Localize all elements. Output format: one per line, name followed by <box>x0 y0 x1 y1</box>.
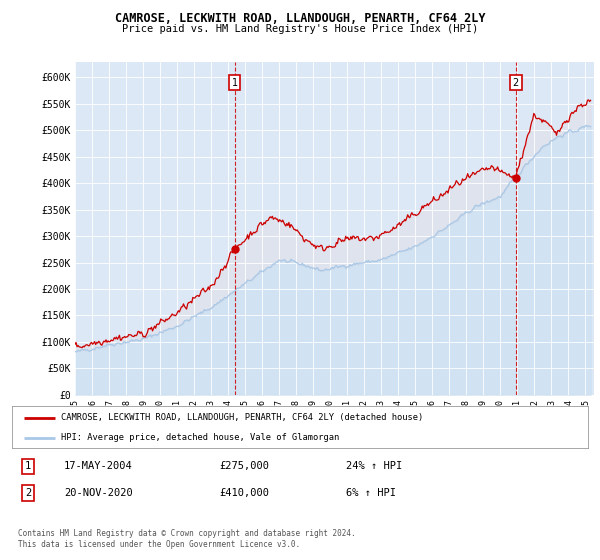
Text: 20-NOV-2020: 20-NOV-2020 <box>64 488 133 498</box>
Text: 1: 1 <box>25 461 31 472</box>
Text: CAMROSE, LECKWITH ROAD, LLANDOUGH, PENARTH, CF64 2LY (detached house): CAMROSE, LECKWITH ROAD, LLANDOUGH, PENAR… <box>61 413 423 422</box>
Text: 24% ↑ HPI: 24% ↑ HPI <box>346 461 403 472</box>
Text: £275,000: £275,000 <box>220 461 269 472</box>
Text: £410,000: £410,000 <box>220 488 269 498</box>
Text: 2: 2 <box>512 78 519 88</box>
Text: CAMROSE, LECKWITH ROAD, LLANDOUGH, PENARTH, CF64 2LY: CAMROSE, LECKWITH ROAD, LLANDOUGH, PENAR… <box>115 12 485 25</box>
Text: Contains HM Land Registry data © Crown copyright and database right 2024.
This d: Contains HM Land Registry data © Crown c… <box>18 529 356 549</box>
Text: 2: 2 <box>25 488 31 498</box>
Text: 17-MAY-2004: 17-MAY-2004 <box>64 461 133 472</box>
Text: HPI: Average price, detached house, Vale of Glamorgan: HPI: Average price, detached house, Vale… <box>61 433 339 442</box>
Text: 1: 1 <box>232 78 238 88</box>
Text: Price paid vs. HM Land Registry's House Price Index (HPI): Price paid vs. HM Land Registry's House … <box>122 24 478 34</box>
Text: 6% ↑ HPI: 6% ↑ HPI <box>346 488 396 498</box>
